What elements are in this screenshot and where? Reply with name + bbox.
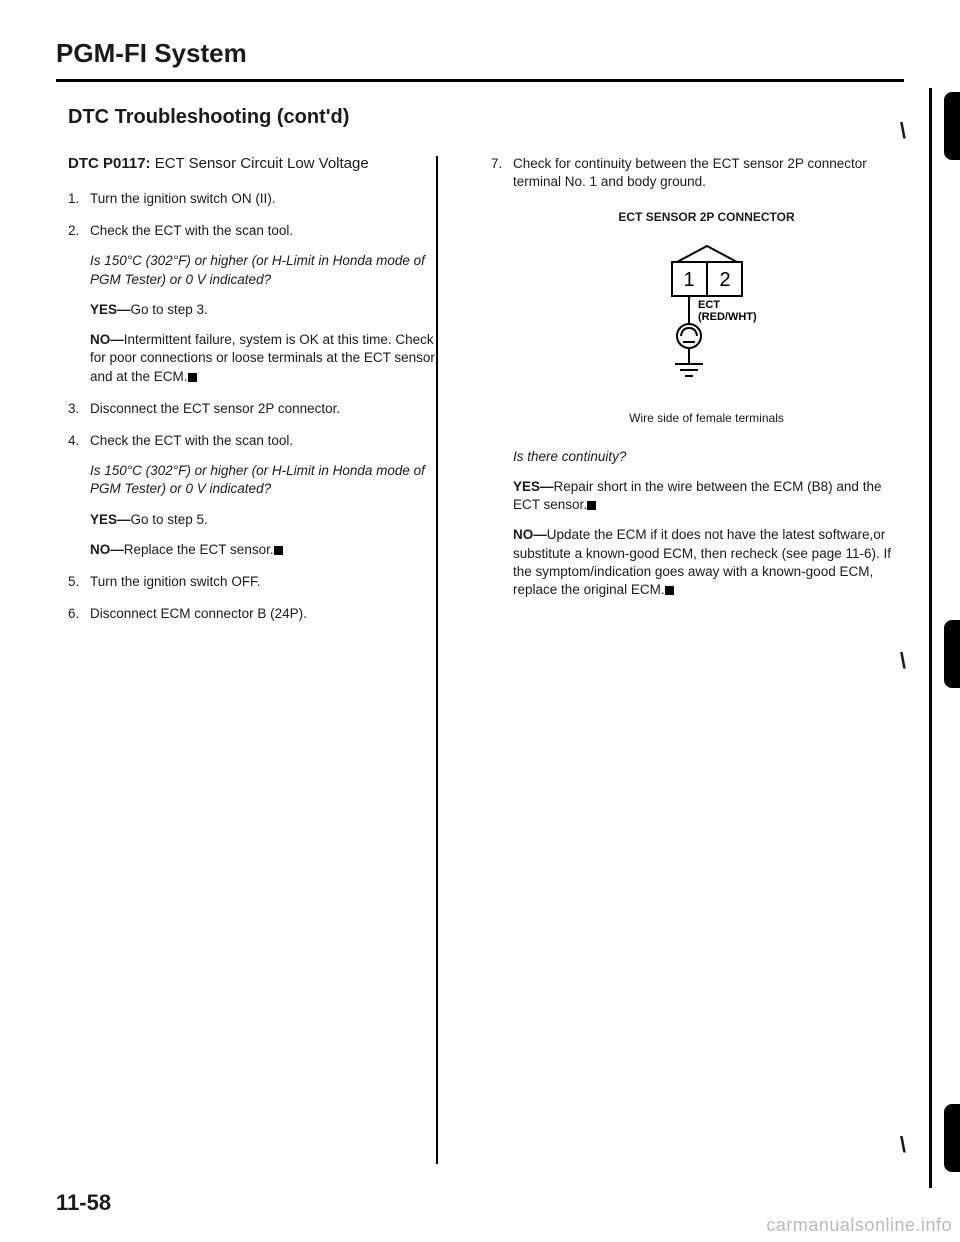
step-body: Turn the ignition switch OFF. bbox=[90, 573, 449, 591]
step-number: 7. bbox=[491, 155, 511, 599]
left-column: DTC P0117: ECT Sensor Circuit Low Voltag… bbox=[56, 155, 463, 638]
yes-label: YES— bbox=[513, 479, 554, 494]
step-text: Turn the ignition switch ON (II). bbox=[90, 190, 449, 208]
step-body: Check the ECT with the scan tool. Is 150°… bbox=[90, 222, 449, 386]
step-text: Check the ECT with the scan tool. bbox=[90, 222, 449, 240]
content-columns: DTC P0117: ECT Sensor Circuit Low Voltag… bbox=[56, 155, 904, 638]
no-block: NO—Intermittent failure, system is OK at… bbox=[90, 331, 449, 386]
connector-diagram: 1 2 ECT (RED/WHT) bbox=[642, 244, 772, 394]
step-item: 6.Disconnect ECM connector B (24P). bbox=[68, 605, 449, 623]
yes-block-right: YES—Repair short in the wire between the… bbox=[513, 478, 900, 514]
step-item: 1.Turn the ignition switch ON (II). bbox=[68, 190, 449, 208]
step-number: 1. bbox=[68, 190, 88, 208]
step-number: 6. bbox=[68, 605, 88, 623]
section-title: PGM-FI System bbox=[56, 38, 904, 69]
step-item: 4.Check the ECT with the scan tool. Is 15… bbox=[68, 432, 449, 559]
wire-label-1: ECT bbox=[698, 299, 720, 311]
end-marker-icon bbox=[587, 501, 596, 510]
step-number: 4. bbox=[68, 432, 88, 559]
yes-text: Repair short in the wire between the ECM… bbox=[513, 479, 881, 512]
no-label: NO— bbox=[513, 527, 547, 542]
no-text: Intermittent failure, system is OK at th… bbox=[90, 332, 435, 383]
yes-label: YES— bbox=[90, 302, 131, 317]
corner-mark-3: \ bbox=[900, 1132, 906, 1158]
pin-2-label: 2 bbox=[719, 269, 730, 291]
step-text: Turn the ignition switch OFF. bbox=[90, 573, 449, 591]
pin-1-label: 1 bbox=[683, 269, 694, 291]
step-text: Disconnect ECM connector B (24P). bbox=[90, 605, 449, 623]
connector-title: ECT SENSOR 2P CONNECTOR bbox=[513, 209, 900, 225]
section-subtitle: DTC Troubleshooting (cont'd) bbox=[68, 106, 904, 129]
step-item: 3.Disconnect the ECT sensor 2P connector… bbox=[68, 400, 449, 418]
column-divider bbox=[436, 156, 438, 1164]
step-body: Turn the ignition switch ON (II). bbox=[90, 190, 449, 208]
end-marker-icon bbox=[665, 586, 674, 595]
step-body: Check the ECT with the scan tool. Is 150°… bbox=[90, 432, 449, 559]
yes-label: YES— bbox=[90, 512, 131, 527]
connector-figure: 1 2 ECT (RED/WHT) bbox=[513, 244, 900, 394]
page-container: PGM-FI System DTC Troubleshooting (cont'… bbox=[0, 0, 960, 1242]
no-text: Replace the ECT sensor. bbox=[124, 542, 274, 557]
question: Is 150°C (302°F) or higher (or H-Limit i… bbox=[90, 252, 449, 288]
step-item: 2.Check the ECT with the scan tool. Is 15… bbox=[68, 222, 449, 386]
title-rule bbox=[56, 79, 904, 82]
no-label: NO— bbox=[90, 542, 124, 557]
question: Is 150°C (302°F) or higher (or H-Limit i… bbox=[90, 462, 449, 498]
step-number: 3. bbox=[68, 400, 88, 418]
dtc-desc: ECT Sensor Circuit Low Voltage bbox=[155, 155, 369, 172]
wire-label-2: (RED/WHT) bbox=[698, 311, 757, 323]
step-number: 2. bbox=[68, 222, 88, 386]
no-block: NO—Replace the ECT sensor. bbox=[90, 541, 449, 559]
dtc-code: DTC P0117: bbox=[68, 155, 151, 172]
corner-mark-1: \ bbox=[900, 118, 906, 144]
no-block-right: NO—Update the ECM if it does not have th… bbox=[513, 526, 900, 599]
dtc-heading: DTC P0117: ECT Sensor Circuit Low Voltag… bbox=[68, 155, 449, 172]
page-right-border bbox=[929, 88, 932, 1188]
watermark-text: carmanualsonline.info bbox=[766, 1215, 952, 1236]
step-number: 5. bbox=[68, 573, 88, 591]
no-text: Update the ECM if it does not have the l… bbox=[513, 527, 891, 597]
step-text: Check for continuity between the ECT sen… bbox=[513, 155, 900, 191]
yes-block: YES—Go to step 3. bbox=[90, 301, 449, 319]
binder-tab-bottom bbox=[944, 1104, 960, 1172]
step-body: Disconnect the ECT sensor 2P connector. bbox=[90, 400, 449, 418]
yes-block: YES—Go to step 5. bbox=[90, 511, 449, 529]
page-number: 11-58 bbox=[56, 1190, 111, 1216]
step-body: Disconnect ECM connector B (24P). bbox=[90, 605, 449, 623]
step-body: Check for continuity between the ECT sen… bbox=[513, 155, 900, 599]
binder-tab-mid bbox=[944, 620, 960, 688]
no-label: NO— bbox=[90, 332, 124, 347]
binder-tab-top bbox=[944, 92, 960, 160]
step-text: Check the ECT with the scan tool. bbox=[90, 432, 449, 450]
right-column: 7. Check for continuity between the ECT … bbox=[463, 155, 904, 638]
step-right: 7. Check for continuity between the ECT … bbox=[491, 155, 900, 599]
question-right: Is there continuity? bbox=[513, 448, 900, 466]
end-marker-icon bbox=[188, 373, 197, 382]
yes-text: Go to step 5. bbox=[131, 512, 208, 527]
end-marker-icon bbox=[274, 546, 283, 555]
figure-caption: Wire side of female terminals bbox=[513, 410, 900, 426]
step-text: Disconnect the ECT sensor 2P connector. bbox=[90, 400, 449, 418]
corner-mark-2: \ bbox=[900, 648, 906, 674]
step-list-left: 1.Turn the ignition switch ON (II).2.Che… bbox=[68, 190, 449, 624]
step-item: 5.Turn the ignition switch OFF. bbox=[68, 573, 449, 591]
yes-text: Go to step 3. bbox=[131, 302, 208, 317]
